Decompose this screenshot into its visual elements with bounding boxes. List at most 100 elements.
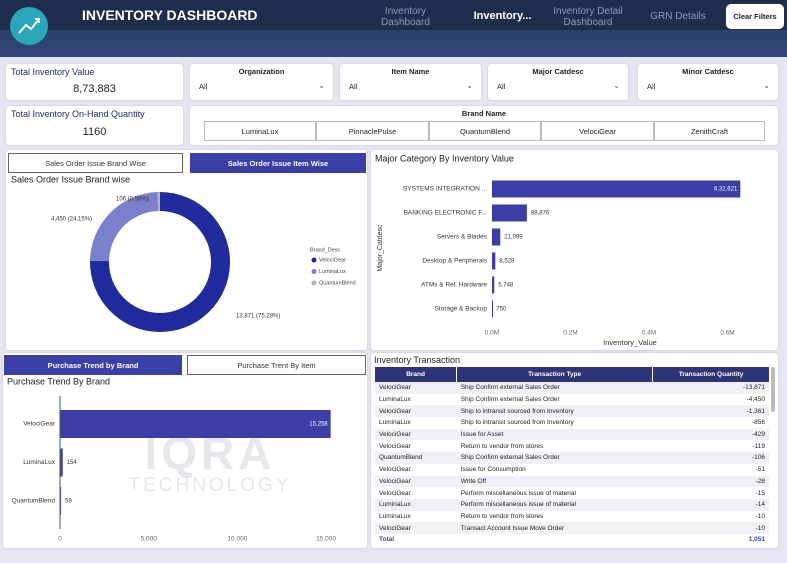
bar xyxy=(492,228,501,246)
brand-option[interactable]: LuminaLux xyxy=(204,121,316,141)
table-cell: Ship to intransit sourced from Inventory xyxy=(456,405,653,418)
total-label: Total xyxy=(379,536,395,544)
brand-option[interactable]: ZenithCraft xyxy=(654,121,765,141)
clear-filters-button[interactable]: Clear Filters xyxy=(725,3,785,30)
table-row: VelociGear Perform miscellaneous issue of… xyxy=(375,487,769,499)
table-cell: Issue for Consumption xyxy=(460,466,526,474)
y-tick-label: QuantumBlend xyxy=(12,498,56,505)
x-tick-label: 10,000 xyxy=(227,536,247,543)
x-tick-label: 5,000 xyxy=(141,536,158,543)
table-cell: -15 xyxy=(755,489,765,497)
table-row: VelociGear Issue for Consumption -51 xyxy=(375,464,769,476)
kpi-value: 8,73,883 xyxy=(73,83,116,95)
bar xyxy=(492,252,496,270)
chevron: ⌄ xyxy=(763,81,770,90)
table-cell: Ship Confirm external Sales Order xyxy=(460,396,560,404)
filter-dropdown[interactable]: Organization All ⌄ xyxy=(190,64,333,100)
table-cell: Write Off xyxy=(456,475,653,488)
bar xyxy=(492,204,527,222)
data-label: 106 (0.58%) xyxy=(116,197,149,203)
table-cell: -106 xyxy=(652,452,769,464)
toggle-button[interactable]: Sales Order Issue Brand Wise xyxy=(8,153,183,173)
y-tick-label: VelociGear xyxy=(23,421,56,428)
y-tick-label: Desktop & Peripherals xyxy=(422,258,487,265)
column-header: Transaction Quantity xyxy=(652,367,769,382)
donut-segment xyxy=(90,192,159,262)
toggle-button-active[interactable]: Sales Order Issue Item Wise xyxy=(190,153,366,173)
total-value: 1,051 xyxy=(748,536,765,544)
data-label: 59 xyxy=(65,499,72,505)
table-cell: -119 xyxy=(752,442,765,450)
table-row: VelociGear Issue for Asset -429 xyxy=(375,428,769,441)
legend-swatch xyxy=(311,269,317,274)
toggle-button-active[interactable]: Purchase Trend by Brand xyxy=(4,355,182,375)
data-label: 15,258 xyxy=(309,422,328,428)
filter-value: All xyxy=(199,82,208,91)
filter-label: Brand Name xyxy=(461,109,507,118)
toggle-button[interactable]: Purchase Trent By Item xyxy=(187,355,366,375)
y-tick-label: Storage & Backup xyxy=(435,306,488,313)
table-cell: LuminaLux xyxy=(379,396,411,404)
table-row: VelociGear Write Off -28 xyxy=(375,475,769,488)
table-row: VelociGear Return to vendor from stores -1… xyxy=(375,440,769,452)
brand-option[interactable]: VelociGear xyxy=(541,121,654,141)
bar xyxy=(492,180,741,198)
brand-filter: Brand Name LuminaLux PinnaclePulse Quant… xyxy=(190,106,778,145)
chart-title: Sales Order Issue Brand wise xyxy=(11,174,130,184)
filter-value: All xyxy=(647,82,656,91)
table-row: LuminaLux Perform miscellaneous issue of … xyxy=(375,498,769,511)
purchase-panel xyxy=(3,353,367,548)
bar xyxy=(60,410,331,438)
transaction-table: Brand Transaction Type Transaction Quantit… xyxy=(375,367,769,546)
y-tick-label: Servers & Blades xyxy=(437,234,488,241)
transaction-panel: Inventory Transaction Brand Transaction T… xyxy=(371,353,778,548)
x-tick-label: 0.0M xyxy=(485,330,499,337)
table-cell: LuminaLux xyxy=(379,419,411,427)
data-label: 6,32,621 xyxy=(714,187,738,193)
table-cell: -856 xyxy=(751,419,765,427)
legend-title: Brand_Desc xyxy=(310,247,341,253)
nav-tab[interactable]: Inventory Dashboard xyxy=(381,6,430,28)
table-wrap: Brand Transaction Type Transaction Quantit… xyxy=(375,367,769,546)
filter-dropdown[interactable]: Minor Catdesc All ⌄ xyxy=(638,64,778,100)
y-tick-label: LuminaLux xyxy=(23,459,56,466)
filter-value: All xyxy=(349,82,358,91)
table-cell: VelociGear xyxy=(375,382,457,394)
table-cell: VelociGear xyxy=(379,442,411,450)
category-bar-chart: Major Category By Inventory Value Invent… xyxy=(375,153,741,347)
logo-icon xyxy=(10,7,48,45)
table-cell: -13,871 xyxy=(652,382,769,394)
table-cell: QuantumBlend xyxy=(375,452,457,464)
filter-value: All xyxy=(497,82,506,91)
chevron: ⌄ xyxy=(613,81,620,90)
scrollbar[interactable] xyxy=(771,367,775,412)
donut-segment xyxy=(157,192,160,212)
table-cell: Ship Confirm external Sales Order xyxy=(456,452,653,464)
table-cell: -10 xyxy=(652,522,769,534)
chevron: ⌄ xyxy=(318,81,325,90)
table-row: VelociGear Ship to intransit sourced from… xyxy=(375,405,769,418)
purchase-bar-chart: Purchase Trend By Brand 0 5,000 10,000 15,0… xyxy=(7,376,336,543)
filter-label: Major Catdesc xyxy=(532,67,584,76)
table-cell: -429 xyxy=(652,428,769,441)
brand-option[interactable]: QuantumBlend xyxy=(429,121,541,141)
legend-label: VelociGear xyxy=(319,257,346,263)
data-label: 13,871 (75.28%) xyxy=(236,314,280,320)
y-tick-label: ATMs & Rel. Hardware xyxy=(421,282,487,289)
chart-title: Purchase Trend By Brand xyxy=(7,376,110,386)
table-cell: -1,361 xyxy=(652,405,769,418)
data-label: 21,099 xyxy=(504,235,523,241)
table-cell: VelociGear xyxy=(379,466,411,474)
filter-dropdown[interactable]: Major Catdesc All ⌄ xyxy=(488,64,628,100)
y-axis-title: Major_Catdesc xyxy=(377,224,384,272)
table-cell: Ship to intransit sourced from Inventory xyxy=(460,419,574,427)
nav-tab-active[interactable]: Inventory... xyxy=(473,10,532,22)
nav-tab[interactable]: Inventory Detail Dashboard xyxy=(553,6,623,28)
brand-option[interactable]: PinnaclePulse xyxy=(316,121,429,141)
nav-tab[interactable]: GRN Details xyxy=(650,11,706,22)
data-label: 88,876 xyxy=(531,211,550,217)
filter-dropdown[interactable]: Item Name All ⌄ xyxy=(340,64,481,100)
table-cell: VelociGear xyxy=(375,475,457,488)
y-tick-label: BANKING ELECTRONIC F... xyxy=(404,210,488,217)
data-label: 8,528 xyxy=(499,259,515,265)
